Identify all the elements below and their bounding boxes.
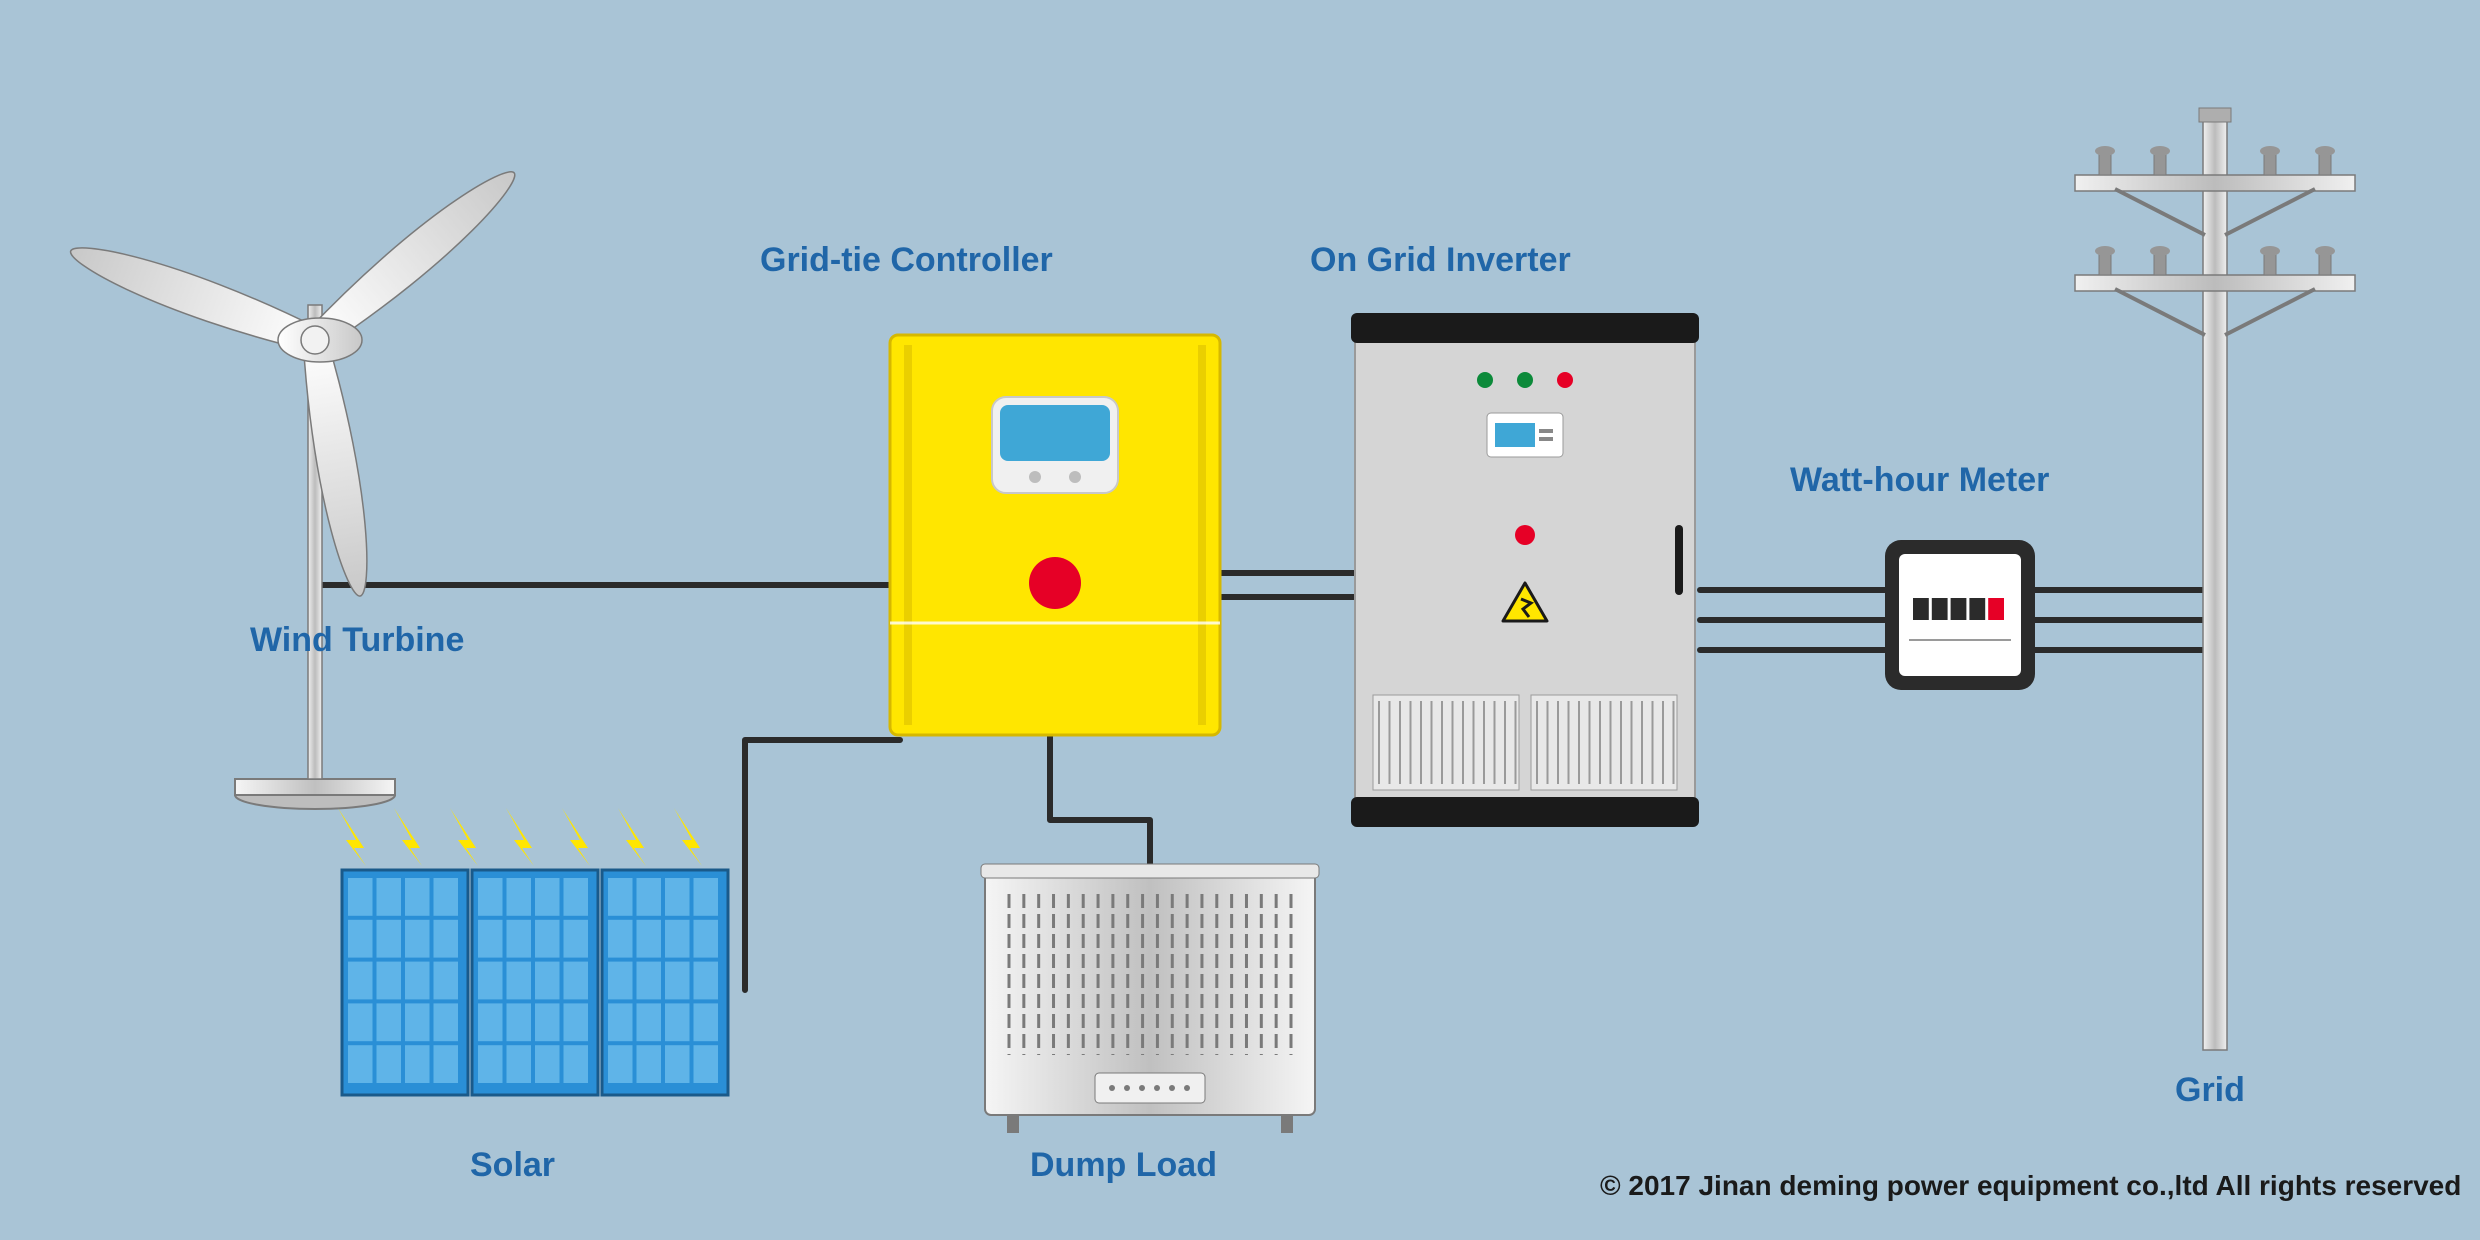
inverter-label: On Grid Inverter bbox=[1310, 241, 1571, 280]
diagram-canvas bbox=[0, 0, 2480, 1240]
controller-icon bbox=[890, 335, 1220, 735]
meter-icon bbox=[1885, 540, 2035, 690]
meter-label: Watt-hour Meter bbox=[1790, 461, 2049, 500]
dump-load-icon bbox=[981, 864, 1319, 1133]
solar-label: Solar bbox=[470, 1146, 555, 1185]
controller-label: Grid-tie Controller bbox=[760, 241, 1053, 280]
dump-load-label: Dump Load bbox=[1030, 1146, 1217, 1185]
grid-label: Grid bbox=[2175, 1071, 2245, 1110]
wind-turbine-label: Wind Turbine bbox=[250, 621, 464, 660]
inverter-icon bbox=[1351, 313, 1699, 827]
copyright-text: © 2017 Jinan deming power equipment co.,… bbox=[1600, 1170, 2461, 1202]
